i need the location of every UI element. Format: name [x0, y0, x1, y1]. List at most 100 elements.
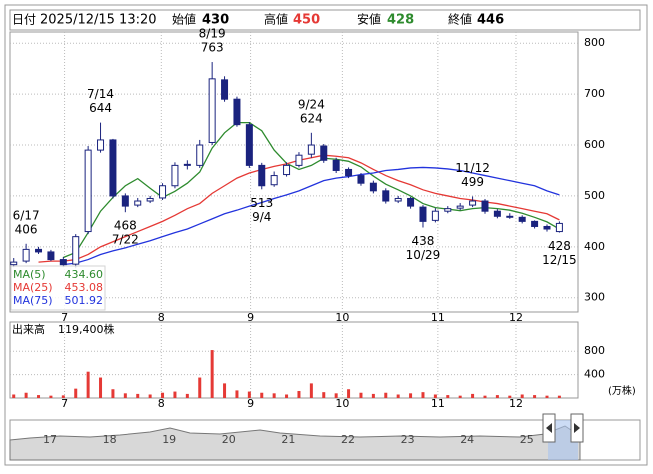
x-tick-label: 10 [335, 397, 349, 410]
volume-bar [421, 392, 425, 398]
volume-bar [61, 395, 65, 398]
candle-body [320, 145, 328, 161]
candle-body [307, 144, 315, 155]
candle-body [270, 175, 278, 186]
annotation-date: 10/29 [406, 248, 441, 262]
candle-body [196, 144, 204, 166]
volume-bar [495, 395, 499, 398]
candle-body [221, 79, 229, 100]
volume-bar [12, 394, 16, 398]
legend-name: MA(5) [13, 268, 46, 281]
candle-body [345, 168, 353, 177]
candle-body [506, 215, 514, 218]
candle-body [72, 236, 80, 265]
volume-bar [148, 394, 152, 398]
candle-body [245, 124, 253, 166]
volume-bar [86, 371, 90, 398]
candle-body [481, 200, 489, 212]
annotation-value: 468 [114, 219, 137, 233]
date-label: 日付 [12, 13, 36, 27]
low: 428 [387, 13, 414, 28]
navigator-label: 22 [341, 433, 355, 446]
y-tick-label: 500 [584, 189, 605, 202]
candle-body [444, 208, 452, 212]
volume-bar [210, 350, 214, 398]
candle-body [531, 220, 539, 227]
ma-line [63, 121, 560, 259]
volume-bar [347, 389, 351, 398]
high-label: 高値 [264, 12, 288, 27]
volume-bar [111, 389, 115, 398]
navigator-label: 24 [460, 433, 474, 446]
legend-box [10, 265, 106, 311]
candle-body [555, 222, 563, 233]
y-tick-label: 300 [584, 291, 605, 304]
candle-body [332, 159, 340, 171]
candle-body [431, 210, 439, 221]
y-tick-label: 800 [584, 344, 605, 357]
volume-bar [161, 392, 165, 398]
navigator-label: 21 [281, 433, 295, 446]
annotation-value: 624 [300, 111, 323, 125]
volume-bar [235, 390, 239, 398]
volume-bar [396, 394, 400, 398]
candle-body [258, 164, 266, 187]
candle-body [59, 259, 67, 266]
volume-bar [458, 395, 462, 398]
volume-panel [9, 321, 579, 399]
volume-bar [520, 394, 524, 398]
volume-bar [185, 393, 189, 398]
candle-body [233, 98, 241, 126]
volume-bar [260, 392, 264, 398]
navigator-label: 20 [222, 433, 236, 446]
annotation-value: 763 [201, 41, 224, 55]
candle-body [419, 206, 427, 222]
volume-last: 119,400株 [58, 322, 115, 336]
navigator-label: 23 [401, 433, 415, 446]
legend-value: 501.92 [65, 294, 104, 307]
annotation-value: 438 [412, 234, 435, 248]
candle-body [283, 164, 291, 176]
candle-body [469, 200, 477, 206]
x-tick-label: 12 [509, 311, 523, 324]
y-tick-label: 400 [584, 368, 605, 381]
volume-bar [446, 395, 450, 398]
volume-bar [74, 388, 78, 398]
candle-body [22, 248, 30, 262]
x-tick-label: 8 [158, 397, 165, 410]
candle-body [382, 190, 390, 202]
volume-bar [334, 393, 338, 398]
candle-body [84, 149, 92, 233]
volume-bar [272, 393, 276, 398]
annotation-date: 6/17 [13, 208, 40, 222]
candle-body [518, 216, 526, 222]
navigator-label: 25 [520, 433, 534, 446]
x-tick-label: 11 [431, 397, 445, 410]
navigator-label: 19 [162, 433, 176, 446]
volume-bar [309, 383, 313, 398]
volume-bar [37, 395, 41, 398]
close: 446 [477, 13, 504, 28]
volume-bar [223, 383, 227, 398]
volume-bar [433, 394, 437, 398]
open-label: 始値 [172, 12, 196, 27]
volume-bar [322, 392, 326, 398]
header-box [9, 9, 641, 31]
annotation-date: 11/12 [455, 161, 490, 175]
candle-body [357, 175, 365, 184]
volume-bar [99, 377, 103, 398]
candle-body [394, 197, 402, 202]
candle-body [407, 197, 415, 207]
annotation-date: 9/24 [298, 97, 325, 111]
candle-body [183, 163, 191, 166]
candle-body [543, 225, 551, 230]
candle-body [47, 251, 55, 261]
annotation-date: 9/4 [252, 210, 271, 224]
y-tick-label: 700 [584, 87, 605, 100]
volume-bar [359, 392, 363, 398]
annotation-value: 499 [461, 175, 484, 189]
annotation-value: 513 [250, 196, 273, 210]
volume-bar [198, 377, 202, 398]
annotation-value: 406 [15, 222, 38, 236]
